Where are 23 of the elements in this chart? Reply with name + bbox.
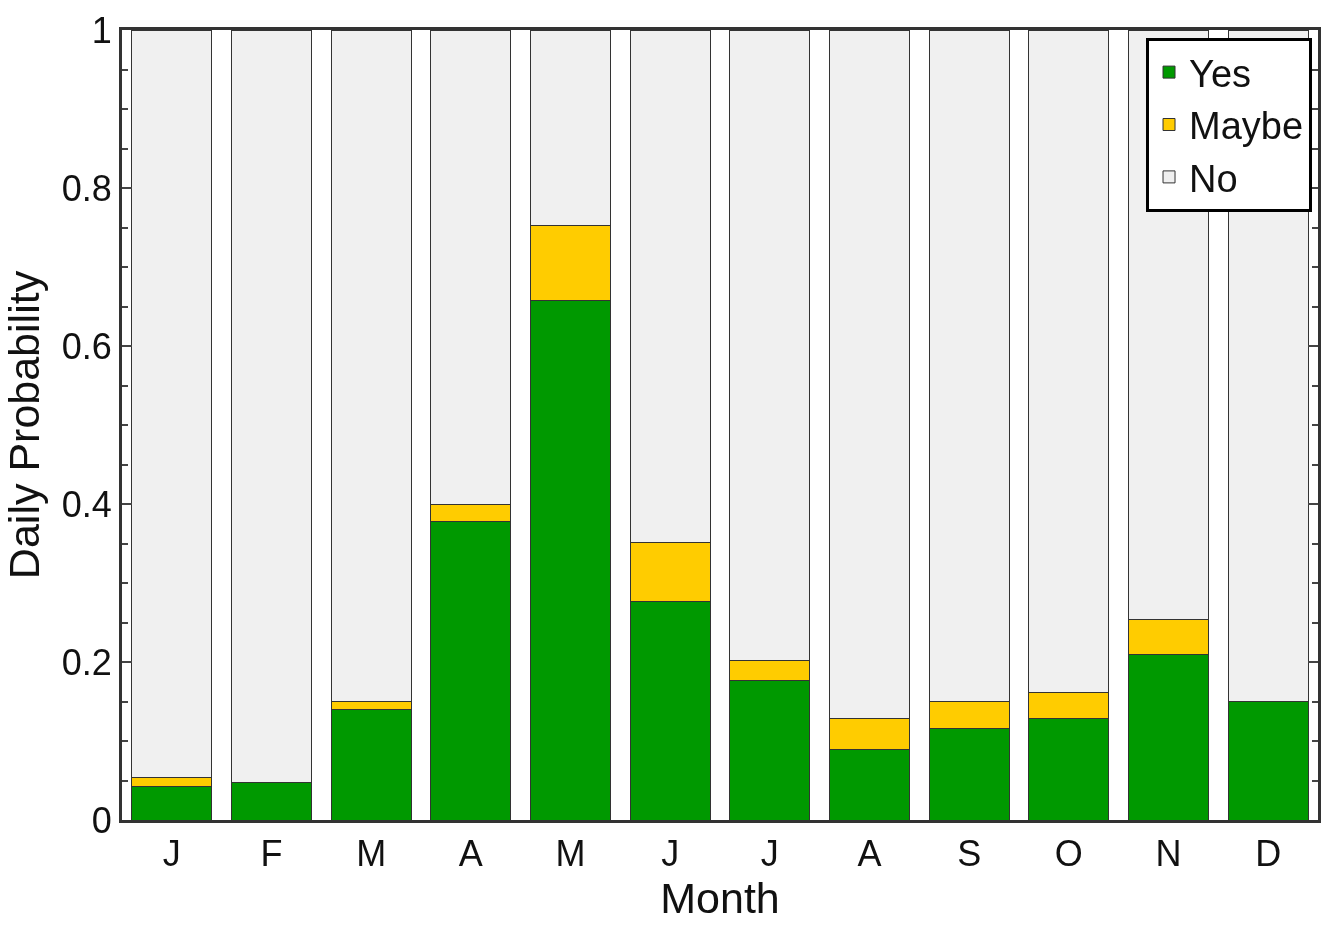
y-tick-label: 0.8 [61,167,112,209]
x-tick-label: O [1054,833,1083,875]
x-tick-label: D [1255,833,1282,875]
x-tick-label: J [162,833,181,875]
x-tick-label: S [957,833,982,875]
x-tick-label: A [857,833,882,875]
legend-label: Yes [1189,52,1252,95]
legend-label: Maybe [1189,105,1304,148]
y-tick-label: 0.2 [61,641,112,683]
x-axis-title: Month [660,874,780,923]
x-tick-label: J [760,833,779,875]
y-tick-label: 0 [91,799,112,841]
y-tick-label: 0.4 [61,483,112,525]
legend-label: No [1189,157,1238,200]
x-tick-label: A [458,833,483,875]
x-tick-label: F [260,833,283,875]
x-tick-label: J [661,833,680,875]
y-tick-label: 1 [91,9,112,51]
x-tick-label: N [1155,833,1182,875]
x-tick-label: M [555,833,586,875]
x-tick-label: M [356,833,387,875]
y-axis-title: Daily Probability [0,270,48,580]
y-tick-label: 0.6 [61,325,112,367]
